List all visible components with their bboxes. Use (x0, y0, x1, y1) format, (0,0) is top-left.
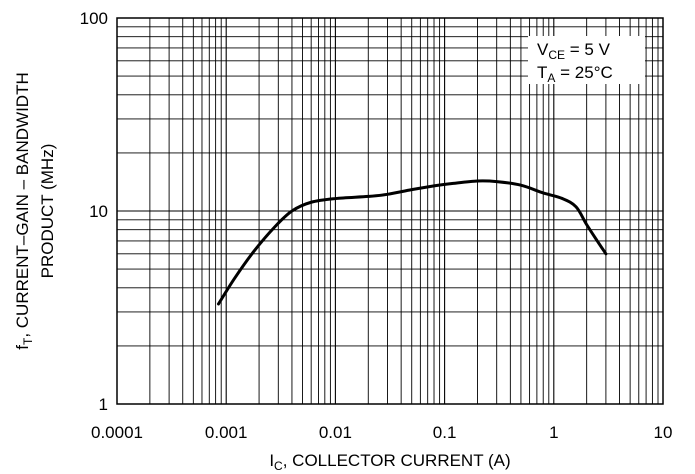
x-axis-label: IC, COLLECTOR CURRENT (A) (269, 451, 510, 473)
grid-lines (117, 18, 663, 404)
y-tick-label: 1 (99, 395, 108, 414)
y-axis-label-line1: fT, CURRENT–GAIN – BANDWIDTH (13, 72, 35, 350)
annotation-box (528, 36, 645, 84)
annotation-ta: TA = 25°C (537, 63, 613, 85)
annotation-vce: VCE = 5 V (537, 40, 611, 62)
x-tick-label: 0.001 (205, 423, 248, 442)
series (216, 179, 608, 306)
y-tick-label: 10 (89, 202, 108, 221)
series-line (216, 179, 608, 306)
x-tick-label: 0.0001 (91, 423, 143, 442)
plot-frame (116, 17, 664, 405)
x-tick-label: 0.1 (433, 423, 457, 442)
x-tick-label: 0.01 (319, 423, 352, 442)
y-tick-label: 100 (80, 9, 108, 28)
x-tick-labels: 0.0001 0.001 0.01 0.1 1 10 (91, 423, 672, 442)
y-tick-labels: 1 10 100 (80, 9, 108, 414)
y-axis-label-line2: PRODUCT (MHz) (38, 144, 57, 279)
x-tick-label: 10 (654, 423, 673, 442)
x-tick-label: 1 (549, 423, 558, 442)
